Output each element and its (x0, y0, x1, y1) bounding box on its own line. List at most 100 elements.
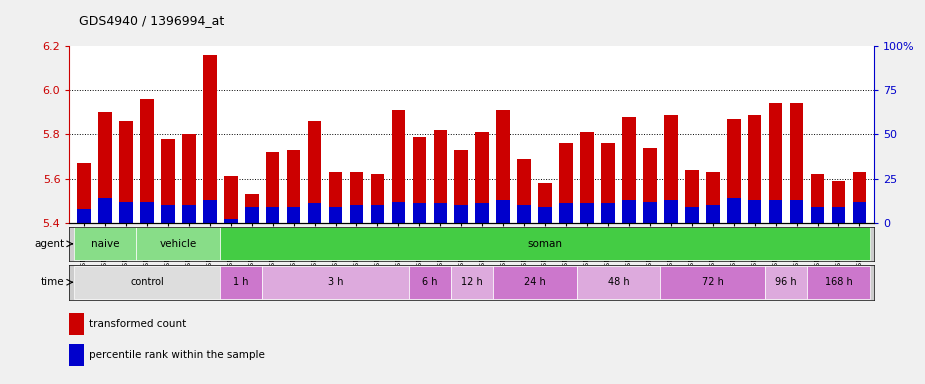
Bar (328, 172, 342, 223)
Bar (664, 200, 678, 223)
Bar (765, 266, 807, 299)
Bar (660, 266, 765, 299)
Bar (497, 200, 510, 223)
Bar (245, 207, 258, 223)
Bar (853, 172, 867, 223)
Text: time: time (41, 277, 65, 287)
Bar (664, 114, 678, 223)
Bar (685, 207, 698, 223)
Text: 1 h: 1 h (233, 277, 249, 287)
Bar (245, 194, 258, 223)
Bar (727, 119, 741, 223)
Bar (203, 55, 216, 223)
Bar (308, 203, 321, 223)
Bar (727, 198, 741, 223)
Bar (517, 159, 531, 223)
Bar (98, 198, 112, 223)
Bar (409, 266, 450, 299)
Bar (623, 200, 635, 223)
Bar (413, 203, 426, 223)
Text: 48 h: 48 h (608, 277, 629, 287)
Text: 168 h: 168 h (824, 277, 852, 287)
Bar (706, 205, 720, 223)
Bar (576, 266, 660, 299)
Bar (560, 203, 573, 223)
Bar (265, 152, 279, 223)
Bar (601, 203, 615, 223)
Text: GDS4940 / 1396994_at: GDS4940 / 1396994_at (79, 14, 224, 27)
Bar (224, 176, 238, 223)
Text: transformed count: transformed count (90, 319, 187, 329)
Bar (391, 202, 405, 223)
Bar (350, 172, 364, 223)
Text: soman: soman (527, 239, 562, 249)
Bar (580, 132, 594, 223)
Text: vehicle: vehicle (160, 239, 197, 249)
Bar (350, 205, 364, 223)
Bar (810, 207, 824, 223)
Bar (328, 207, 342, 223)
Bar (203, 200, 216, 223)
Bar (74, 266, 220, 299)
Bar (140, 202, 154, 223)
Text: agent: agent (34, 239, 65, 249)
Bar (434, 130, 447, 223)
Bar (454, 205, 468, 223)
Bar (450, 266, 493, 299)
Text: 96 h: 96 h (775, 277, 797, 287)
Bar (371, 174, 384, 223)
Bar (413, 137, 426, 223)
Text: 3 h: 3 h (327, 277, 343, 287)
Bar (475, 132, 489, 223)
Bar (601, 143, 615, 223)
Bar (475, 203, 489, 223)
Bar (182, 134, 196, 223)
Bar (685, 170, 698, 223)
Bar (220, 227, 869, 260)
Bar (137, 227, 220, 260)
Text: control: control (130, 277, 164, 287)
Bar (790, 200, 804, 223)
Bar (287, 150, 301, 223)
Bar (807, 266, 870, 299)
Bar (560, 143, 573, 223)
Bar (220, 266, 262, 299)
Bar (706, 172, 720, 223)
Bar (790, 104, 804, 223)
Text: 12 h: 12 h (461, 277, 483, 287)
Bar (538, 183, 552, 223)
Text: 72 h: 72 h (702, 277, 723, 287)
Bar (224, 219, 238, 223)
Bar (77, 163, 91, 223)
Bar (580, 203, 594, 223)
Bar (69, 344, 84, 366)
Bar (643, 148, 657, 223)
Bar (119, 202, 133, 223)
Bar (747, 114, 761, 223)
Bar (769, 200, 783, 223)
Bar (832, 207, 845, 223)
Bar (769, 104, 783, 223)
Bar (391, 110, 405, 223)
Bar (747, 200, 761, 223)
Bar (69, 313, 84, 335)
Bar (538, 207, 552, 223)
Bar (434, 203, 447, 223)
Bar (454, 150, 468, 223)
Bar (517, 205, 531, 223)
Bar (98, 112, 112, 223)
Bar (140, 99, 154, 223)
Text: 6 h: 6 h (422, 277, 438, 287)
Bar (77, 209, 91, 223)
Text: 24 h: 24 h (524, 277, 546, 287)
Bar (287, 207, 301, 223)
Bar (161, 139, 175, 223)
Bar (493, 266, 576, 299)
Bar (497, 110, 510, 223)
Bar (623, 117, 635, 223)
Bar (643, 202, 657, 223)
Bar (182, 205, 196, 223)
Bar (119, 121, 133, 223)
Text: percentile rank within the sample: percentile rank within the sample (90, 350, 265, 360)
Bar (832, 181, 845, 223)
